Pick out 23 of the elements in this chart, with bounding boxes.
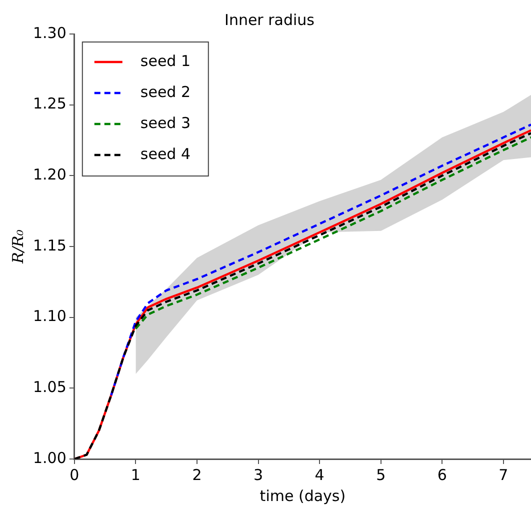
x-tick-label: 3 xyxy=(253,466,264,484)
legend-label: seed 1 xyxy=(140,52,191,70)
y-tick-label: 1.30 xyxy=(32,24,66,42)
legend-label: seed 3 xyxy=(140,114,191,132)
x-tick-label: 4 xyxy=(314,466,324,484)
x-tick-label: 0 xyxy=(70,466,80,484)
legend-label: seed 4 xyxy=(140,144,191,163)
legend-label: seed 2 xyxy=(140,82,191,101)
y-tick-label: 1.25 xyxy=(32,94,66,113)
y-axis-title: R/R₀ xyxy=(8,230,27,264)
x-tick-label: 5 xyxy=(376,466,386,484)
y-tick-label: 1.20 xyxy=(32,166,66,184)
line-series xyxy=(134,136,531,330)
y-tick-label: 1.10 xyxy=(32,307,66,326)
y-tick-label: 1.15 xyxy=(32,236,66,254)
x-tick-label: 7 xyxy=(498,466,508,484)
y-tick-label: 1.05 xyxy=(32,378,66,396)
x-tick-label: 2 xyxy=(192,466,202,484)
x-tick-label: 1 xyxy=(130,466,140,484)
x-axis-title: time (days) xyxy=(260,486,346,505)
chart-title: Inner radius xyxy=(224,10,315,29)
y-tick-label: 1.00 xyxy=(32,448,66,467)
x-tick-label: 6 xyxy=(437,466,447,484)
